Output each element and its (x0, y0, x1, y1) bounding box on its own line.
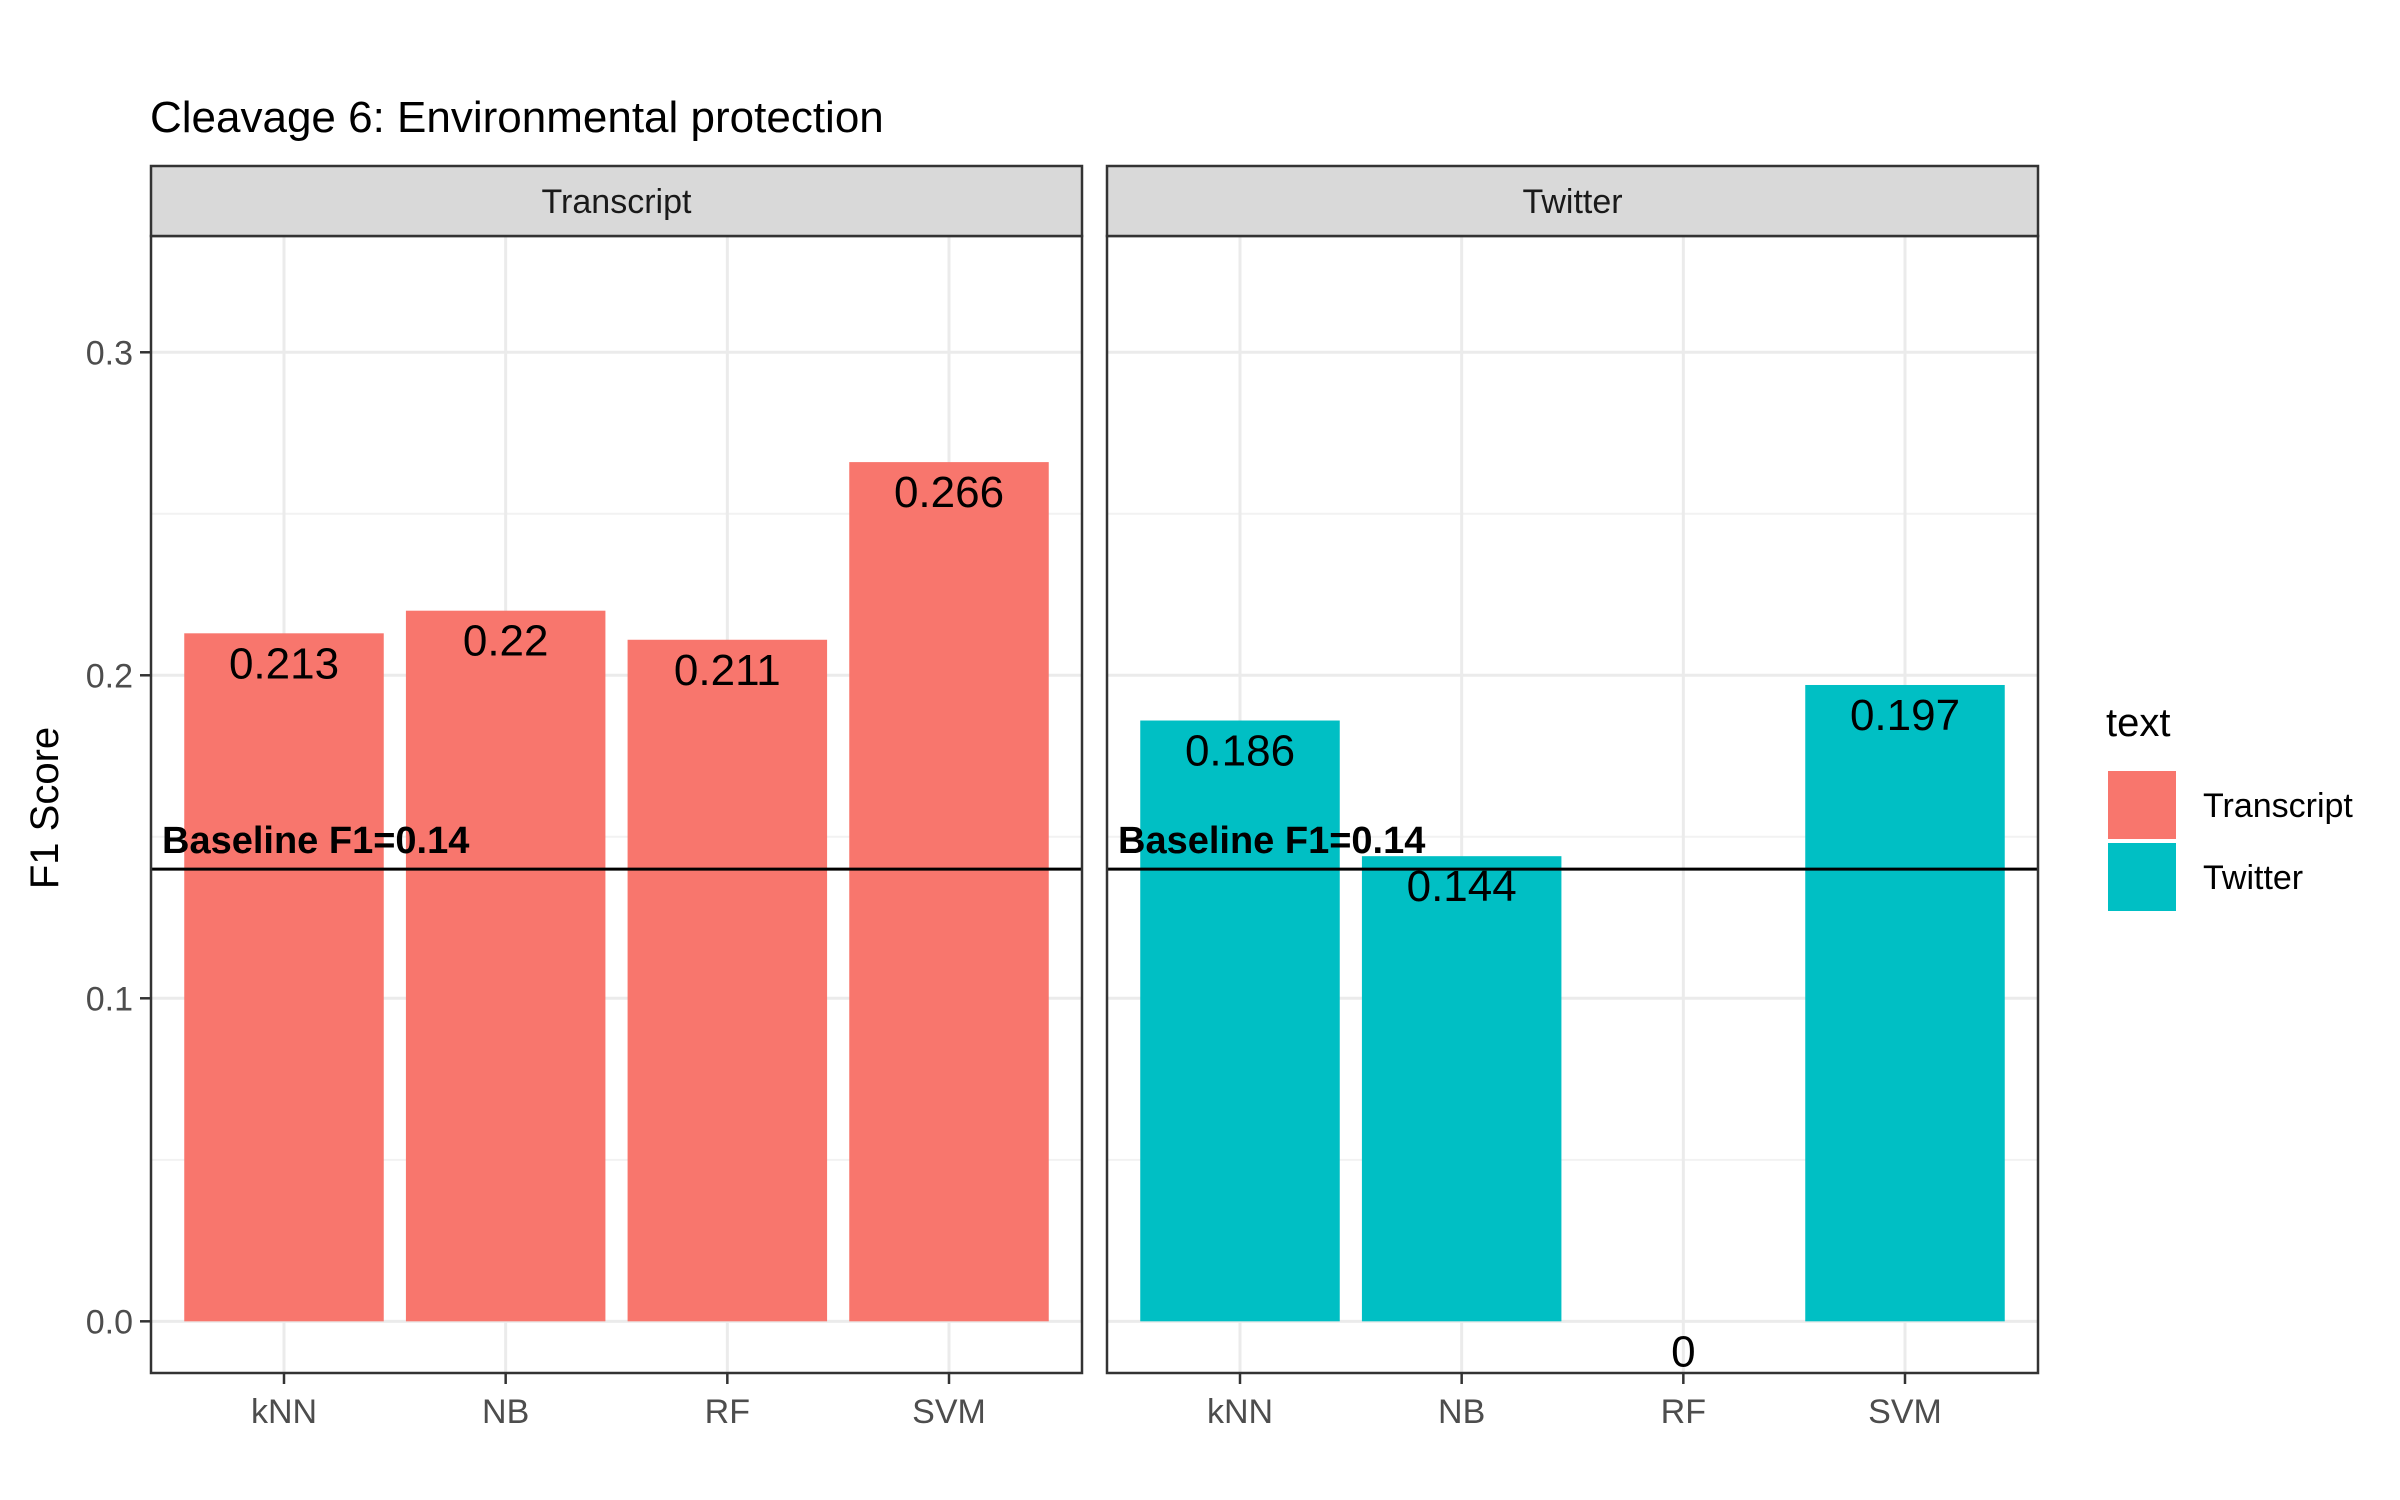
strip-transcript (149, 164, 1084, 238)
strip-label: Twitter (1522, 183, 1622, 221)
bar-value-label: 0.22 (463, 617, 549, 666)
strip-twitter (1105, 164, 2040, 238)
bar-twitter-nb (1361, 856, 1562, 1322)
y-axis-title: F1 Score (23, 727, 67, 889)
legend-entry-label: Transcript (2203, 787, 2353, 825)
x-tick-label: kNN (251, 1393, 317, 1431)
x-tick-label: NB (482, 1393, 529, 1431)
bar-twitter-knn (1140, 720, 1340, 1322)
facet-panels: 0.213 0.22 0.211 0.266 Baseline F1=0.14 Trans… (86, 164, 2040, 1431)
bar-value-label: 0.211 (674, 646, 781, 695)
baseline-label: Baseline F1=0.14 (1118, 820, 1425, 862)
y-tick-label: 0.2 (86, 657, 133, 695)
chart-title: Cleavage 6: Environmental protection (150, 93, 884, 142)
y-tick-label: 0.0 (86, 1303, 133, 1341)
bar-value-label: 0.213 (229, 639, 339, 688)
panel-transcript: 0.213 0.22 0.211 0.266 Baseline F1=0.14 Trans… (149, 164, 1084, 1431)
x-tick-label: RF (705, 1393, 750, 1431)
x-tick-label: SVM (912, 1393, 986, 1431)
y-axis: 0.0 0.1 0.2 0.3 (86, 334, 151, 1341)
bar-value-label: 0.186 (1185, 727, 1295, 776)
bar-transcript-svm (849, 462, 1049, 1322)
y-tick-label: 0.3 (86, 334, 133, 372)
y-tick-label: 0.1 (86, 980, 133, 1018)
legend-entry-label: Twitter (2203, 859, 2303, 897)
legend: text Transcript Twitter (2106, 701, 2353, 911)
x-tick-label: kNN (1207, 1393, 1273, 1431)
legend-title: text (2106, 701, 2170, 745)
x-tick-label: SVM (1868, 1393, 1942, 1431)
x-tick-label: NB (1438, 1393, 1485, 1431)
bar-value-label: 0.266 (894, 468, 1004, 517)
bar-twitter-svm (1805, 684, 2005, 1322)
bar-value-label: 0 (1671, 1327, 1695, 1376)
bar-transcript-knn (184, 633, 384, 1322)
baseline-label: Baseline F1=0.14 (162, 820, 469, 862)
bar-transcript-nb (405, 610, 606, 1322)
strip-label: Transcript (542, 183, 692, 221)
legend-key-transcript (2108, 771, 2176, 839)
legend-key-twitter (2108, 843, 2176, 911)
bar-value-label: 0.197 (1850, 691, 1960, 740)
bar-transcript-rf (627, 639, 828, 1322)
x-tick-label: RF (1661, 1393, 1706, 1431)
